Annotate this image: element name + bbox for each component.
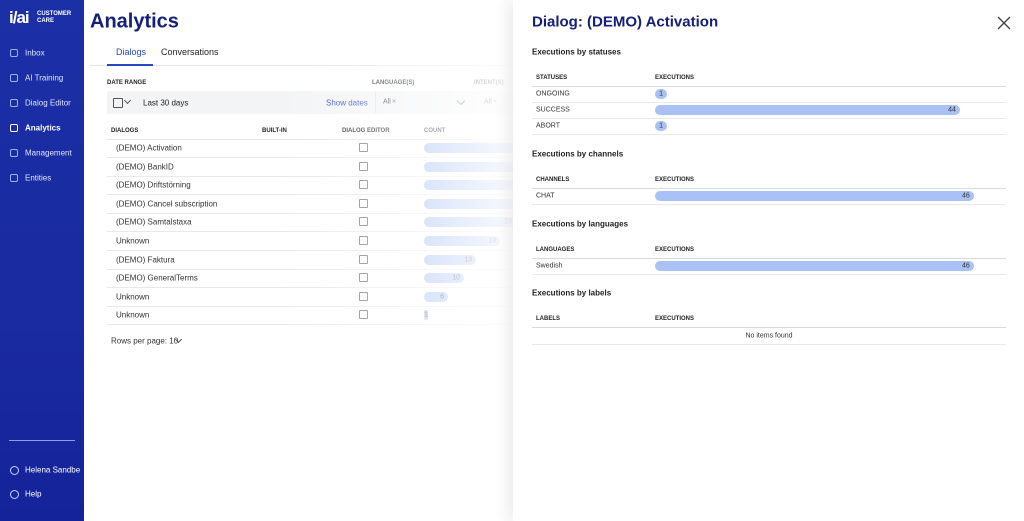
- nav-item[interactable]: Analytics: [25, 123, 61, 133]
- row-label: ONGOING: [536, 90, 570, 98]
- execution-bar: [655, 191, 974, 201]
- section-title: Executions by channels: [532, 149, 624, 159]
- panel-title: Dialog: (DEMO) Activation: [532, 13, 719, 31]
- execution-bar: [655, 121, 667, 131]
- logo-text: CUSTOMER CARE: [37, 11, 72, 24]
- column-header: EXECUTIONS: [655, 316, 695, 322]
- execution-label: 46: [961, 262, 970, 270]
- column-header: CHANNELS: [536, 177, 570, 183]
- execution-label: 1: [659, 122, 663, 130]
- nav-icon: [10, 99, 18, 107]
- execution-bar: [655, 261, 974, 271]
- nav-item[interactable]: AI Training: [25, 73, 64, 83]
- column-header: EXECUTIONS: [655, 247, 695, 253]
- section-title: Executions by labels: [532, 288, 612, 298]
- divider: [532, 102, 1006, 103]
- user-icon: [10, 466, 19, 475]
- column-header: LABELS: [536, 316, 560, 322]
- row-label: SUCCESS: [536, 106, 570, 114]
- row-label: CHAT: [536, 192, 555, 200]
- column-header: EXECUTIONS: [655, 75, 695, 81]
- column-header: LANGUAGES: [536, 247, 575, 253]
- nav-item[interactable]: Dialog Editor: [25, 98, 71, 108]
- empty-message: No items found: [745, 332, 793, 340]
- execution-label: 46: [961, 192, 970, 200]
- divider: [532, 258, 1006, 259]
- user-name[interactable]: Helena Sandberg: [25, 465, 80, 475]
- divider: [9, 440, 75, 441]
- dialog-panel: Dialog: (DEMO) Activation Executions by s…: [513, 0, 1024, 521]
- divider: [532, 86, 1006, 87]
- row-label: Swedish: [536, 262, 563, 270]
- nav-item[interactable]: Entities: [25, 173, 52, 183]
- sidebar: i/ai CUSTOMER CARE Inbox AI Training Dialog …: [0, 0, 84, 521]
- divider: [532, 134, 1006, 135]
- column-header: EXECUTIONS: [655, 177, 695, 183]
- row-label: ABORT: [536, 122, 560, 130]
- help-icon: [10, 490, 19, 499]
- section-title: Executions by languages: [532, 219, 629, 229]
- nav-icon: [10, 174, 18, 182]
- nav-item[interactable]: Management: [25, 148, 72, 158]
- backdrop: [84, 0, 513, 521]
- nav-icon: [10, 74, 18, 82]
- nav-item[interactable]: Inbox: [25, 48, 45, 58]
- divider: [532, 344, 1006, 345]
- execution-label: 44: [948, 106, 956, 114]
- divider: [532, 188, 1006, 189]
- column-header: STATUSES: [536, 75, 568, 81]
- logo: i/ai: [9, 8, 30, 27]
- close-icon[interactable]: [996, 15, 1012, 31]
- divider: [532, 118, 1006, 119]
- divider: [532, 204, 1006, 205]
- nav-icon: [10, 149, 18, 157]
- divider: [532, 327, 1006, 328]
- execution-label: 1: [659, 90, 663, 98]
- nav-icon: [10, 124, 18, 132]
- execution-bar: [655, 89, 667, 99]
- nav-icon: [10, 49, 18, 57]
- section-title: Executions by statuses: [532, 47, 621, 57]
- close-button[interactable]: [996, 15, 1012, 31]
- help[interactable]: Help: [25, 489, 42, 499]
- execution-bar: [655, 105, 960, 115]
- divider: [532, 274, 1006, 275]
